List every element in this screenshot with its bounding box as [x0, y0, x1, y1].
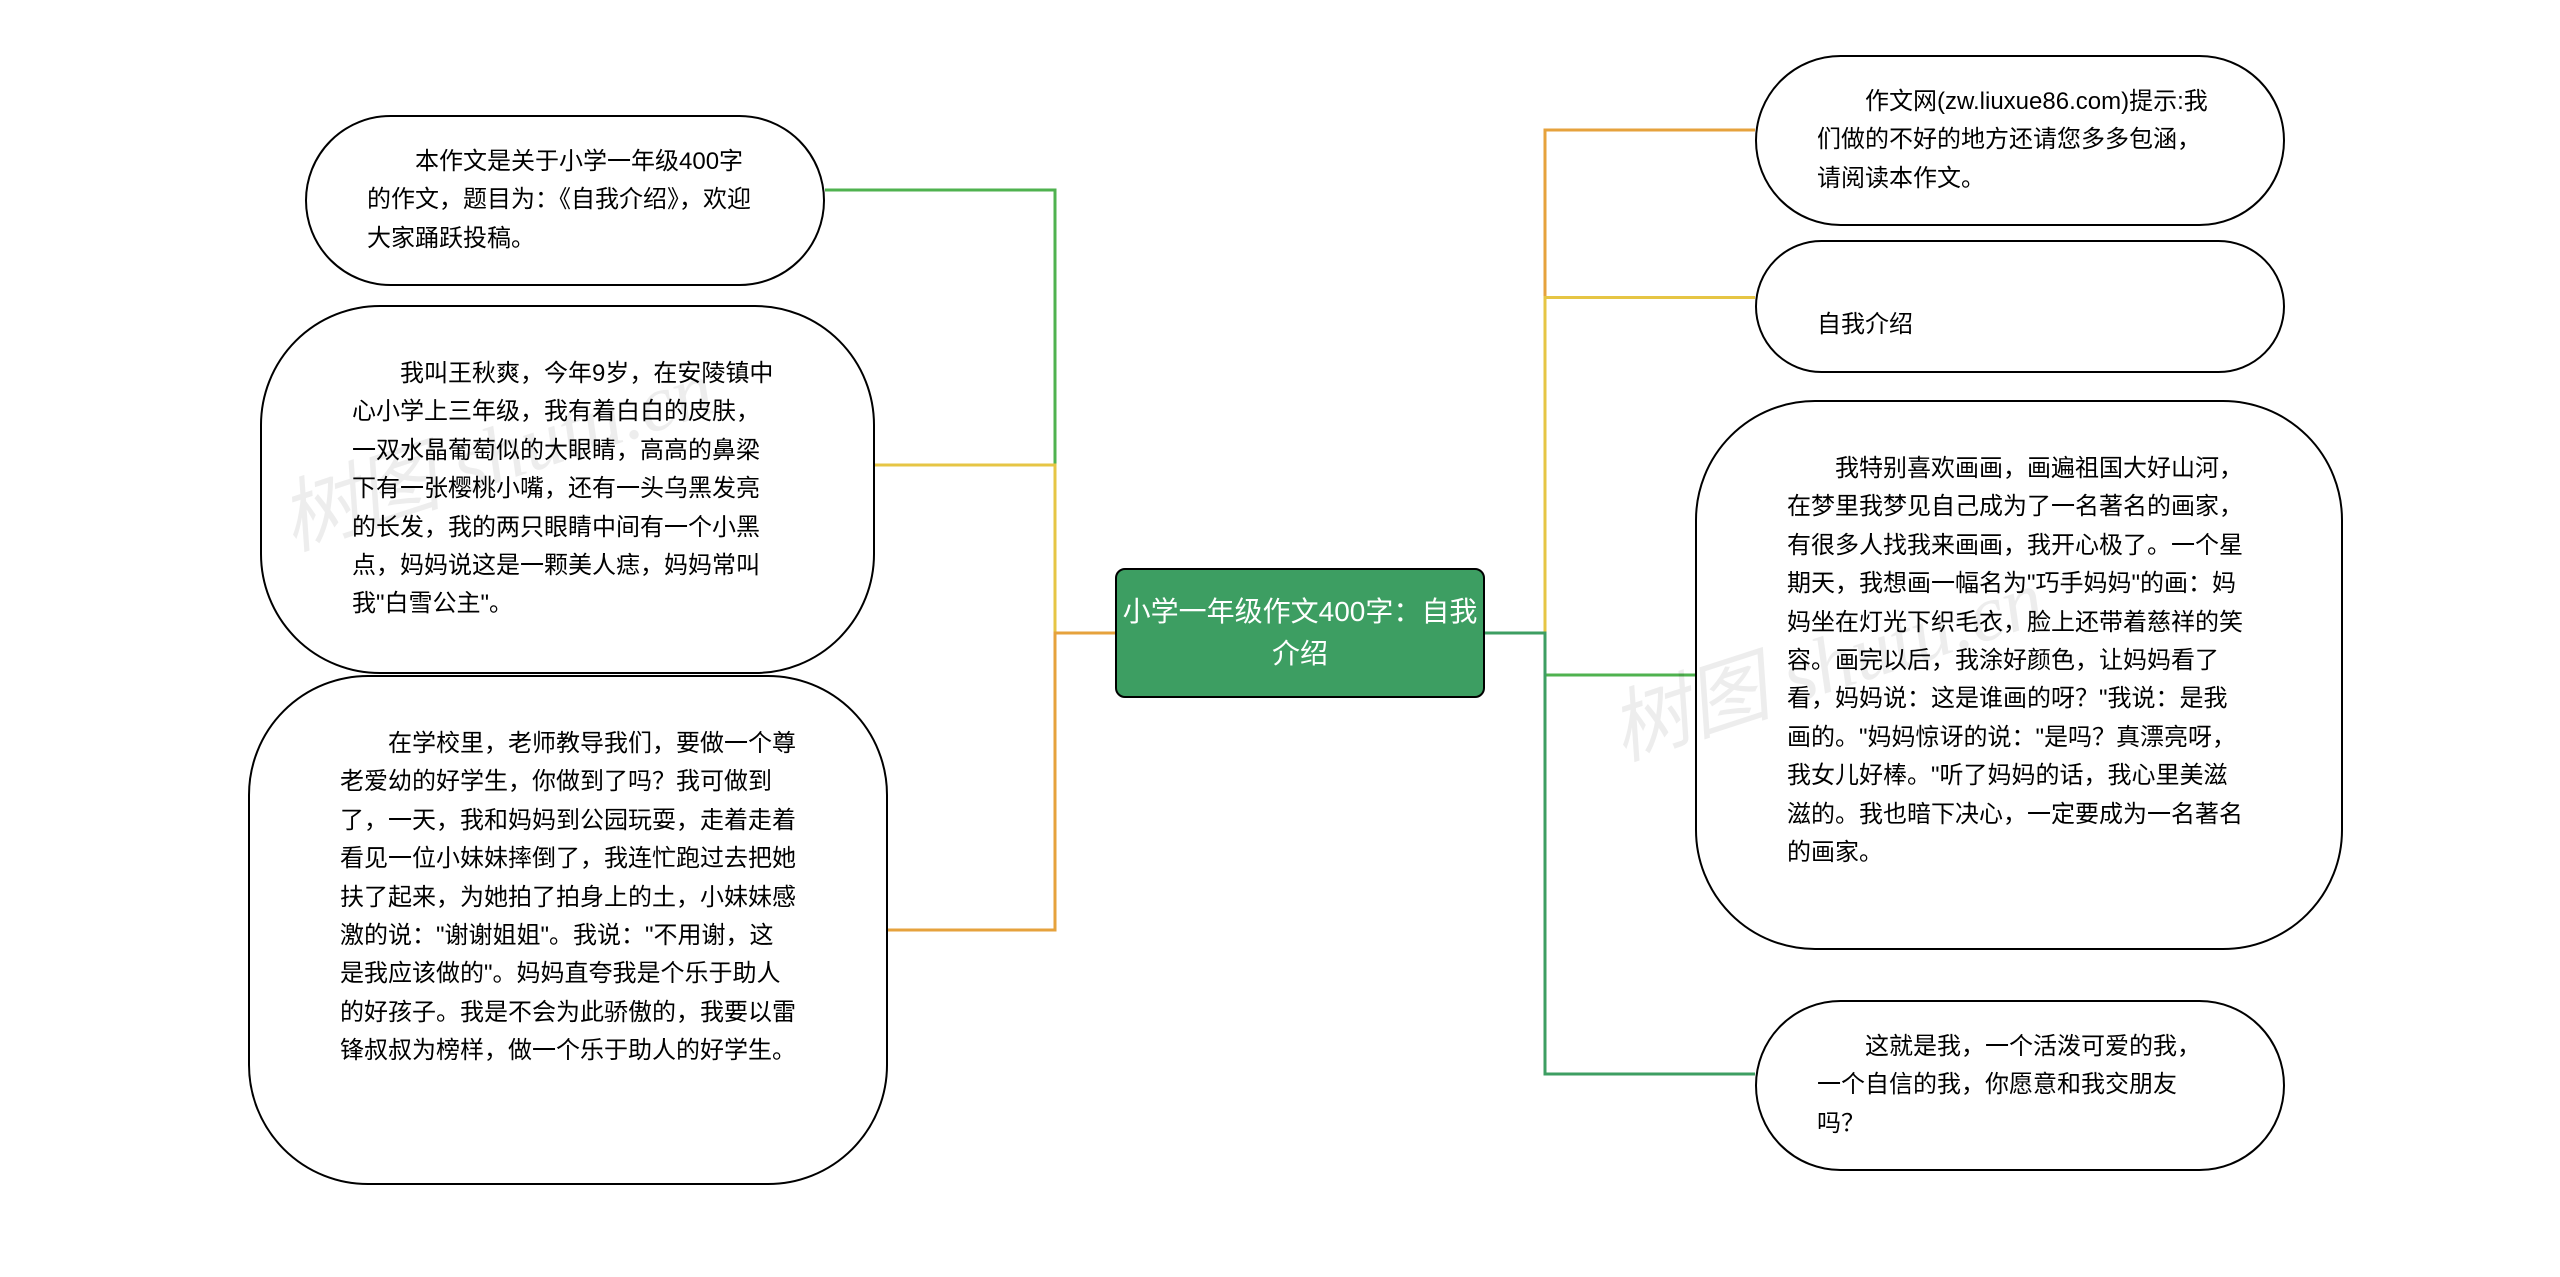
mindmap-node-r4: 这就是我，一个活泼可爱的我，一个自信的我，你愿意和我交朋友吗？: [1755, 1000, 2285, 1171]
node-text: 作文网(zw.liuxue86.com)提示:我们做的不好的地方还请您多多包涵，…: [1817, 88, 2208, 192]
mindmap-node-l2: 我叫王秋爽，今年9岁，在安陵镇中心小学上三年级，我有着白白的皮肤，一双水晶葡萄似…: [260, 305, 875, 674]
node-text: 我叫王秋爽，今年9岁，在安陵镇中心小学上三年级，我有着白白的皮肤，一双水晶葡萄似…: [352, 360, 773, 617]
mindmap-node-l1: 本作文是关于小学一年级400字的作文，题目为：《自我介绍》，欢迎大家踊跃投稿。: [305, 115, 825, 286]
node-text: 这就是我，一个活泼可爱的我，一个自信的我，你愿意和我交朋友吗？: [1817, 1033, 2201, 1137]
node-text: 我特别喜欢画画，画遍祖国大好山河，在梦里我梦见自己成为了一名著名的画家，有很多人…: [1787, 455, 2243, 866]
node-text: 本作文是关于小学一年级400字的作文，题目为：《自我介绍》，欢迎大家踊跃投稿。: [367, 148, 751, 252]
node-text: 在学校里，老师教导我们，要做一个尊老爱幼的好学生，你做到了吗？我可做到了，一天，…: [340, 730, 796, 1064]
mindmap-node-r2: 自我介绍: [1755, 240, 2285, 373]
mindmap-node-l3: 在学校里，老师教导我们，要做一个尊老爱幼的好学生，你做到了吗？我可做到了，一天，…: [248, 675, 888, 1185]
root-title: 小学一年级作文400字：自我介绍: [1117, 591, 1483, 675]
root-node: 小学一年级作文400字：自我介绍: [1115, 568, 1485, 698]
mindmap-node-r3: 我特别喜欢画画，画遍祖国大好山河，在梦里我梦见自己成为了一名著名的画家，有很多人…: [1695, 400, 2343, 950]
connector-r3: [1485, 633, 1695, 675]
connector-l3: [888, 633, 1115, 930]
connector-l2: [875, 465, 1115, 633]
node-text: 自我介绍: [1817, 273, 2297, 338]
mindmap-node-r1: 作文网(zw.liuxue86.com)提示:我们做的不好的地方还请您多多包涵，…: [1755, 55, 2285, 226]
